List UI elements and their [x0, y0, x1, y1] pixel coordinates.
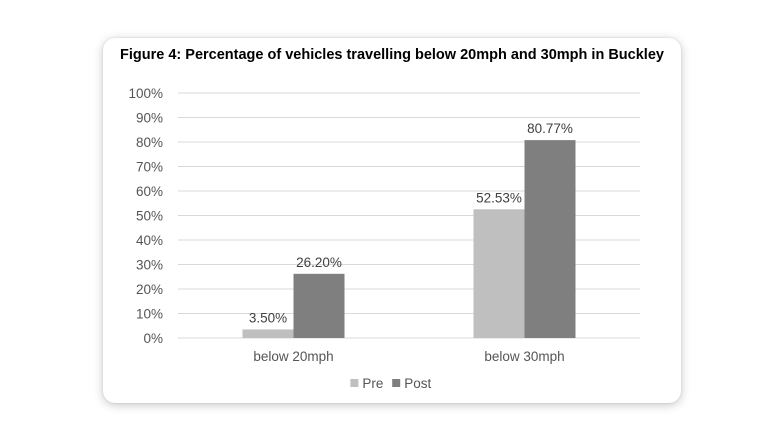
y-tick-label: 70% — [136, 160, 163, 175]
y-tick-label: 50% — [136, 209, 163, 224]
y-tick-label: 0% — [143, 331, 163, 346]
bar-post — [293, 273, 345, 338]
y-tick-label: 40% — [136, 233, 163, 248]
legend-swatch-post — [392, 379, 401, 387]
bar-chart: 0% 10% 20% 30% 40% 50% 60% 70% 80% 90% 100% 3.50% 26… — [128, 86, 640, 391]
y-tick-label: 80% — [136, 135, 163, 150]
bar-pre — [242, 329, 294, 338]
chart-title: Figure 4: Percentage of vehicles travell… — [120, 47, 664, 63]
y-tick-label: 10% — [136, 307, 163, 322]
y-tick-label: 30% — [136, 258, 163, 273]
legend-label-post: Post — [404, 376, 431, 391]
data-label: 52.53% — [476, 190, 522, 205]
y-tick-label: 60% — [136, 184, 163, 199]
category-label: below 30mph — [484, 349, 564, 364]
legend-label-pre: Pre — [362, 376, 383, 391]
y-tick-label: 100% — [128, 86, 163, 101]
y-tick-label: 20% — [136, 282, 163, 297]
bar-pre — [473, 209, 525, 338]
bar-post — [524, 140, 576, 338]
legend-swatch-pre — [350, 379, 359, 387]
category-label: below 20mph — [253, 349, 333, 364]
y-tick-label: 90% — [136, 111, 163, 126]
data-label: 80.77% — [527, 121, 573, 136]
chart-card: Figure 4: Percentage of vehicles travell… — [103, 38, 681, 403]
data-label: 3.50% — [249, 310, 287, 325]
data-label: 26.20% — [296, 255, 342, 270]
